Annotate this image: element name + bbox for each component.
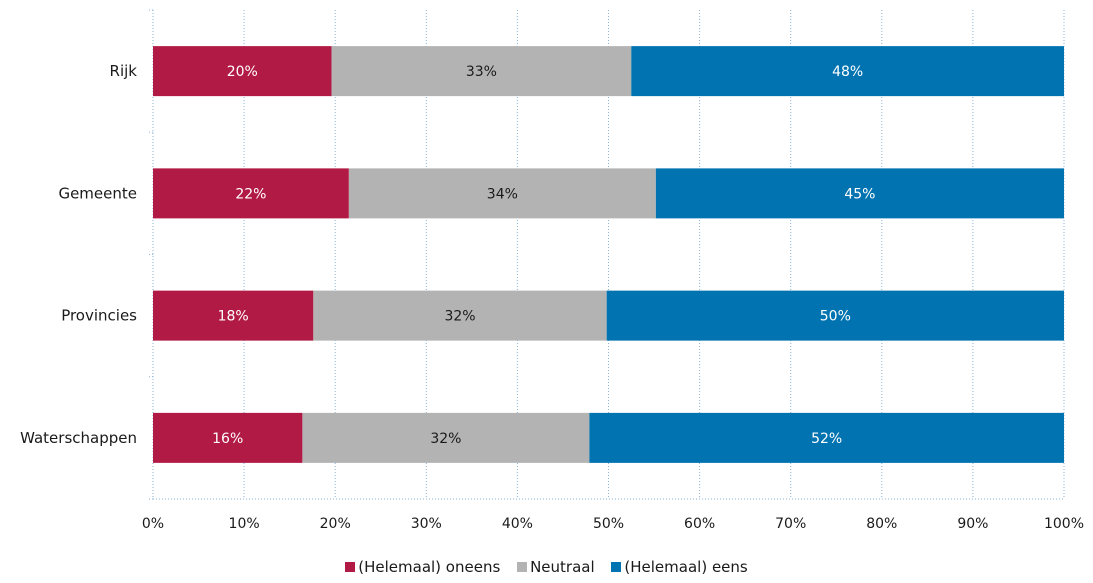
data-label: 22% bbox=[235, 186, 266, 202]
data-label: 34% bbox=[487, 186, 518, 202]
legend-swatch-oneens bbox=[345, 562, 356, 572]
data-label: 18% bbox=[218, 309, 249, 325]
data-label: 52% bbox=[811, 431, 842, 447]
x-tick-label: 0% bbox=[142, 516, 164, 532]
data-label: 20% bbox=[227, 64, 258, 80]
legend-item-oneens: (Helemaal) oneens bbox=[345, 558, 500, 576]
bar-segment bbox=[153, 168, 349, 219]
bar-segment bbox=[348, 168, 656, 219]
bar-segment bbox=[153, 46, 332, 97]
legend-item-eens: (Helemaal) eens bbox=[611, 558, 748, 576]
x-tick-label: 100% bbox=[1044, 516, 1084, 532]
legend-label-eens: (Helemaal) eens bbox=[624, 558, 748, 576]
legend-label-neutraal: Neutraal bbox=[530, 558, 595, 576]
category-label: Rijk bbox=[110, 62, 138, 80]
bar-segment bbox=[589, 412, 1064, 463]
legend-swatch-neutraal bbox=[517, 562, 528, 572]
bar-segment bbox=[606, 290, 1064, 341]
legend-label-oneens: (Helemaal) oneens bbox=[358, 558, 501, 576]
data-label: 16% bbox=[212, 431, 243, 447]
x-tick-label: 20% bbox=[320, 516, 351, 532]
data-label: 48% bbox=[832, 64, 863, 80]
category-label: Waterschappen bbox=[20, 429, 137, 447]
x-tick-label: 80% bbox=[866, 516, 897, 532]
x-tick-labels: 0% 10% 20% 30% 40% 50% 60% 70% 80% 90% 100% bbox=[142, 516, 1084, 532]
bar-segment bbox=[153, 290, 314, 341]
category-label: Gemeente bbox=[58, 184, 137, 202]
x-tick-label: 60% bbox=[684, 516, 715, 532]
data-label: 32% bbox=[430, 431, 461, 447]
category-labels: Rijk Gemeente Provincies Waterschappen bbox=[20, 62, 137, 447]
legend: (Helemaal) oneens Neutraal (Helemaal) ee… bbox=[0, 558, 1093, 576]
bar-segment bbox=[631, 46, 1064, 97]
x-tick-label: 40% bbox=[502, 516, 533, 532]
category-label: Provincies bbox=[61, 307, 137, 325]
x-tick-label: 90% bbox=[957, 516, 988, 532]
bar-segment bbox=[655, 168, 1064, 219]
bar-segment bbox=[331, 46, 632, 97]
bars: 20% 33% 48% 22% 34% 45% 18% 32% 50% 16% 32% 52% bbox=[153, 46, 1064, 463]
x-tick-label: 50% bbox=[593, 516, 624, 532]
bar-segment bbox=[153, 412, 303, 463]
data-label: 33% bbox=[466, 64, 497, 80]
data-label: 50% bbox=[820, 309, 851, 325]
data-label: 45% bbox=[844, 186, 875, 202]
x-tick-label: 70% bbox=[775, 516, 806, 532]
bar-segment bbox=[313, 290, 607, 341]
bar-segment bbox=[302, 412, 590, 463]
x-tick-label: 10% bbox=[229, 516, 260, 532]
legend-swatch-eens bbox=[611, 562, 622, 572]
x-tick-label: 30% bbox=[411, 516, 442, 532]
data-label: 32% bbox=[444, 309, 475, 325]
legend-item-neutraal: Neutraal bbox=[517, 558, 595, 576]
